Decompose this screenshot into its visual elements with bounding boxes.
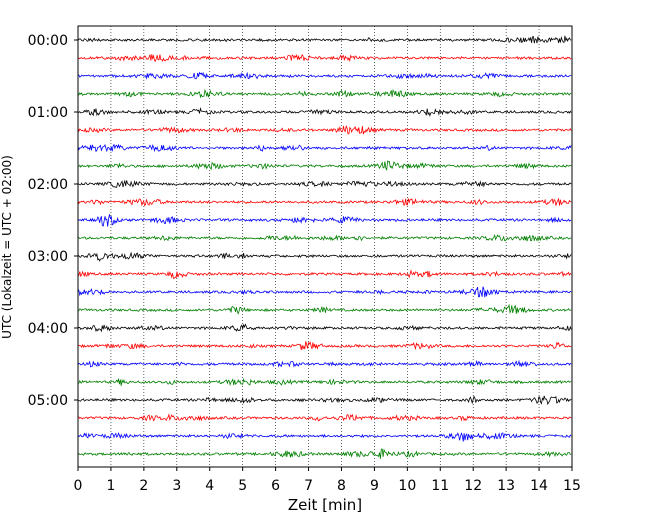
y-tick-label-03:00: 03:00 [28, 249, 68, 265]
trace-11 [77, 214, 572, 227]
trace-24 [77, 448, 572, 459]
x-tick-label-9: 9 [370, 478, 379, 494]
x-tick-label-3: 3 [172, 478, 181, 494]
x-tick-label-11: 11 [431, 478, 449, 494]
trace-19 [77, 359, 572, 368]
y-tick-label-05:00: 05:00 [28, 393, 68, 409]
trace-21 [77, 395, 572, 406]
x-tick-label-2: 2 [139, 478, 148, 494]
x-tick-label-0: 0 [74, 478, 83, 494]
x-tick-label-6: 6 [271, 478, 280, 494]
trace-23 [77, 432, 572, 442]
trace-9 [77, 179, 572, 188]
x-tick-label-5: 5 [238, 478, 247, 494]
trace-10 [77, 197, 572, 207]
x-tick-label-7: 7 [304, 478, 313, 494]
trace-16 [77, 303, 572, 315]
trace-1 [77, 35, 572, 44]
trace-8 [77, 160, 572, 171]
trace-17 [77, 323, 572, 333]
y-tick-label-04:00: 04:00 [28, 321, 68, 337]
x-tick-label-8: 8 [337, 478, 346, 494]
trace-7 [77, 143, 572, 153]
x-tick-label-10: 10 [398, 478, 416, 494]
plot-frame [77, 25, 573, 468]
x-tick-label-12: 12 [464, 478, 482, 494]
y-tick-label-02:00: 02:00 [28, 177, 68, 193]
trace-18 [77, 341, 572, 351]
x-axis-label: Zeit [min] [288, 496, 362, 514]
trace-5 [77, 107, 572, 117]
y-tick-label-00:00: 00:00 [28, 33, 68, 49]
trace-4 [77, 88, 572, 99]
trace-12 [77, 233, 572, 242]
x-axis-ticks: 0 1 2 3 4 5 6 7 8 9 10 11 12 13 14 15 [74, 467, 581, 494]
trace-6 [77, 124, 572, 135]
x-tick-label-15: 15 [563, 478, 581, 494]
y-tick-label-01:00: 01:00 [28, 105, 68, 121]
x-tick-label-13: 13 [497, 478, 515, 494]
trace-22 [77, 413, 572, 422]
y-axis-label: UTC (Lokalzeit = UTC + 02:00) [0, 155, 14, 339]
y-axis-ticks: 00:00 01:00 02:00 03:00 04:00 05:00 [28, 33, 78, 409]
seismic-traces [77, 35, 572, 459]
trace-14 [77, 269, 572, 279]
trace-15 [77, 286, 572, 298]
x-tick-label-14: 14 [530, 478, 548, 494]
trace-2 [77, 53, 572, 63]
trace-13 [77, 251, 572, 262]
trace-20 [78, 377, 572, 387]
trace-3 [77, 71, 572, 80]
x-tick-label-4: 4 [205, 478, 214, 494]
x-tick-label-1: 1 [106, 478, 115, 494]
